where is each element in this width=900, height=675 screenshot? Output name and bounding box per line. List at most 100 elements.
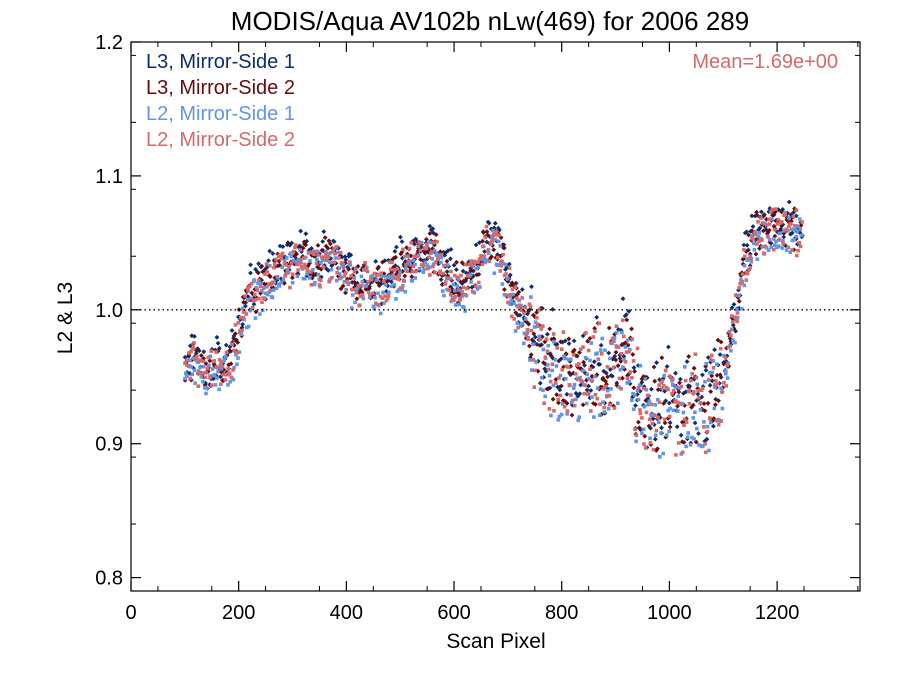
- point: [711, 359, 715, 363]
- point: [433, 232, 439, 237]
- point: [630, 398, 634, 402]
- point: [712, 383, 717, 387]
- point: [733, 340, 737, 345]
- point: [582, 362, 587, 368]
- point: [682, 423, 686, 428]
- point: [635, 388, 640, 392]
- point: [485, 232, 491, 238]
- point: [282, 262, 287, 266]
- point: [340, 283, 346, 289]
- point: [388, 267, 393, 272]
- point: [605, 393, 609, 398]
- point: [566, 357, 571, 362]
- point: [546, 343, 550, 348]
- point: [599, 348, 603, 352]
- point: [374, 279, 380, 285]
- point: [529, 284, 534, 290]
- point: [439, 255, 444, 260]
- point: [326, 255, 331, 259]
- point: [502, 293, 507, 297]
- point: [195, 360, 200, 364]
- point: [277, 253, 282, 258]
- point: [410, 269, 415, 274]
- point: [492, 271, 497, 275]
- point: [217, 345, 222, 351]
- point: [611, 366, 616, 370]
- point: [633, 403, 638, 408]
- point: [733, 293, 738, 297]
- point: [673, 370, 678, 376]
- point: [569, 357, 573, 362]
- series-3: [183, 207, 804, 457]
- point: [723, 368, 728, 373]
- point: [705, 424, 710, 429]
- point: [566, 336, 572, 342]
- point: [335, 250, 340, 255]
- point: [674, 453, 678, 457]
- point: [344, 279, 349, 284]
- point: [495, 255, 500, 260]
- point: [677, 441, 681, 445]
- point: [448, 256, 453, 262]
- point: [236, 356, 240, 360]
- point: [525, 328, 530, 332]
- point: [342, 260, 348, 266]
- point: [253, 316, 258, 320]
- point: [598, 413, 602, 417]
- point: [708, 416, 712, 420]
- point: [330, 275, 334, 280]
- point: [428, 227, 434, 233]
- point: [722, 381, 726, 385]
- point: [495, 252, 500, 257]
- point: [507, 266, 512, 270]
- point: [633, 393, 637, 397]
- point: [659, 431, 663, 435]
- point: [261, 286, 266, 290]
- point: [453, 288, 457, 293]
- point: [191, 346, 196, 350]
- point: [606, 325, 612, 331]
- point: [538, 337, 542, 342]
- point: [422, 267, 426, 272]
- point: [338, 276, 342, 281]
- point: [481, 230, 486, 235]
- point: [798, 217, 802, 221]
- point: [556, 400, 561, 406]
- point: [589, 373, 595, 379]
- point: [455, 275, 459, 280]
- point: [490, 235, 494, 239]
- point: [737, 286, 741, 290]
- point: [309, 250, 313, 255]
- point: [564, 364, 569, 369]
- point: [580, 402, 586, 408]
- point: [364, 284, 369, 288]
- point: [689, 404, 694, 410]
- point: [303, 242, 309, 248]
- point: [555, 346, 560, 350]
- y-tick-label: 0.8: [95, 568, 123, 590]
- point: [691, 365, 697, 371]
- point: [350, 306, 354, 310]
- point: [725, 376, 730, 380]
- point: [301, 239, 307, 245]
- point: [683, 417, 687, 422]
- point: [315, 249, 320, 254]
- point: [468, 263, 473, 267]
- point: [763, 221, 767, 226]
- point: [496, 233, 501, 238]
- point: [289, 240, 295, 246]
- point: [543, 368, 549, 374]
- point: [266, 258, 271, 263]
- point: [678, 376, 683, 382]
- point: [287, 265, 291, 269]
- point: [658, 455, 662, 459]
- point: [799, 233, 804, 238]
- point: [346, 266, 352, 272]
- point: [559, 412, 564, 417]
- point: [188, 376, 192, 381]
- point: [199, 375, 204, 379]
- point: [431, 264, 435, 269]
- point: [568, 363, 574, 369]
- x-tick-label: 1000: [647, 602, 692, 624]
- point: [533, 368, 537, 373]
